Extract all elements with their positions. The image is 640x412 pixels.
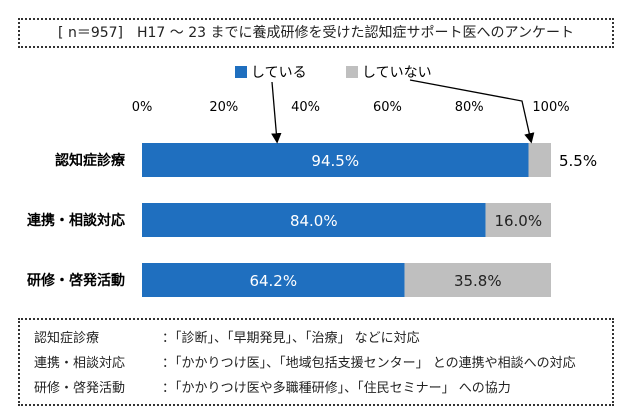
data-label: 84.0% — [290, 212, 338, 230]
note-row: 認知症診療 ：「診断」、「早期発見」、「治療」 などに対応 — [34, 326, 598, 351]
notes-box: 認知症診療 ：「診断」、「早期発見」、「治療」 などに対応 連携・相談対応 ：「かか… — [18, 318, 614, 406]
legend-swatch — [346, 66, 358, 78]
legend-pointer-arrow — [271, 81, 282, 144]
data-label: 16.0% — [494, 212, 542, 230]
note-row: 研修・啓発活動 ：「かかりつけ医や多職種研修」、「住民セミナー」 への協力 — [34, 376, 598, 401]
data-label: 5.5% — [559, 152, 597, 170]
bar-segment — [142, 263, 405, 297]
x-tick-label: 20% — [209, 100, 238, 115]
note-text: ：「かかりつけ医」、「地域包括支援センター」 との連携や相談への対応 — [162, 356, 576, 371]
category-label: 研修・啓発活動 — [27, 272, 125, 289]
bar-segment — [528, 143, 551, 177]
x-tick-label: 40% — [291, 100, 320, 115]
category-label: 認知症診療 — [55, 152, 126, 169]
x-tick-label: 80% — [455, 100, 484, 115]
category-label: 連携・相談対応 — [27, 212, 125, 229]
note-label: 認知症診療 — [34, 331, 100, 346]
note-text: ：「診断」、「早期発見」、「治療」 などに対応 — [162, 331, 420, 346]
data-label: 35.8% — [454, 272, 502, 290]
bar-segment — [142, 203, 486, 237]
data-label: 94.5% — [311, 152, 359, 170]
x-tick-label: 60% — [373, 100, 402, 115]
bar-segment — [404, 263, 551, 297]
chart-title: [ n＝957] H17 ～ 23 までに養成研修を受けた認知症サポート医へのア… — [18, 18, 614, 48]
note-text: ：「かかりつけ医や多職種研修」、「住民セミナー」 への協力 — [162, 381, 511, 396]
note-row: 連携・相談対応 ：「かかりつけ医」、「地域包括支援センター」 との連携や相談への対… — [34, 351, 598, 376]
data-label: 64.2% — [249, 272, 297, 290]
bar-segment — [485, 203, 551, 237]
legend-label: していない — [362, 65, 432, 81]
note-label: 連携・相談対応 — [34, 356, 126, 371]
legend-pointer-arrow — [409, 79, 535, 144]
note-label: 研修・啓発活動 — [34, 381, 126, 396]
x-tick-label: 0% — [132, 100, 153, 115]
legend-label: している — [251, 65, 307, 81]
bar-segment — [142, 143, 529, 177]
legend-swatch — [235, 66, 247, 78]
x-tick-label: 100% — [532, 100, 569, 115]
